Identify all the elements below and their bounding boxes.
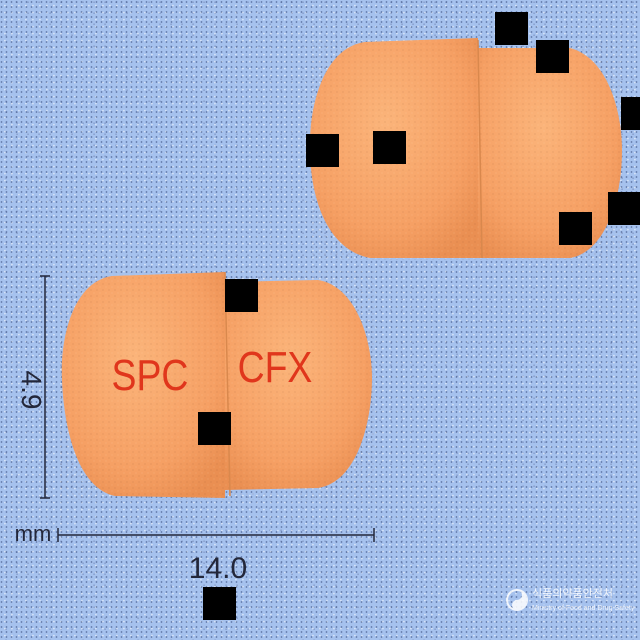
occlusion-block <box>495 12 528 45</box>
watermark: 식품의약품안전처 Ministry of Food and Drug Safet… <box>506 586 635 612</box>
watermark-org-english: Ministry of Food and Drug Safety <box>532 605 635 612</box>
occlusion-block <box>536 40 569 73</box>
length-value: 14.0 <box>189 552 247 585</box>
capsule-back-view <box>309 38 622 260</box>
occlusion-block <box>203 587 236 620</box>
imprint-left-text: SPC <box>112 350 189 400</box>
thickness-value: 4.9 <box>16 371 47 410</box>
watermark-org-korean: 식품의약품안전처 <box>532 586 613 600</box>
occlusion-block <box>225 279 258 312</box>
capsule-back-seam <box>477 39 483 259</box>
occlusion-block <box>306 134 339 167</box>
occlusion-block <box>559 212 592 245</box>
mfds-logo-icon <box>506 589 528 611</box>
occlusion-block <box>608 192 640 225</box>
length-dimension <box>57 528 375 542</box>
unit-label: mm <box>15 521 52 546</box>
occlusion-block <box>198 412 231 445</box>
imprint-right-text: CFX <box>238 342 313 392</box>
capsule-front-view: SPC CFX <box>60 270 374 500</box>
thickness-dimension <box>40 275 50 499</box>
occlusion-block <box>621 97 640 130</box>
occlusion-block <box>373 131 406 164</box>
